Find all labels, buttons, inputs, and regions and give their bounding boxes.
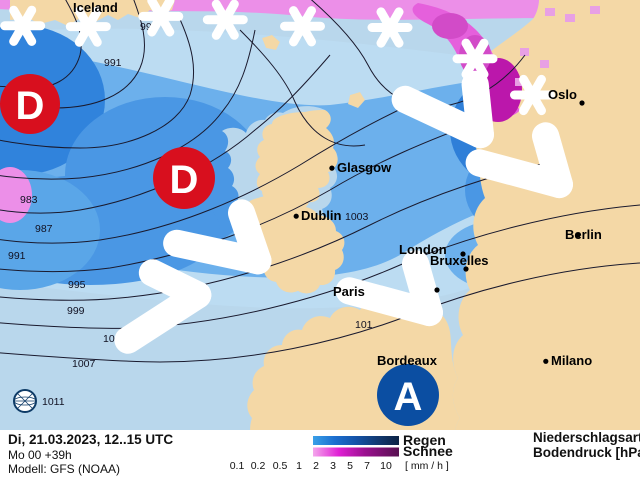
svg-text:1: 1 (296, 460, 302, 472)
svg-text:D: D (170, 158, 199, 202)
svg-text:Oslo: Oslo (548, 87, 577, 102)
svg-text:7: 7 (364, 460, 370, 472)
svg-text:3: 3 (330, 460, 336, 472)
svg-text:987: 987 (35, 223, 53, 235)
svg-text:D: D (16, 84, 45, 128)
svg-text:983: 983 (20, 194, 38, 206)
svg-text:Iceland: Iceland (73, 0, 118, 15)
svg-text:Modell: GFS (NOAA): Modell: GFS (NOAA) (8, 462, 120, 476)
svg-text:Bruxelles: Bruxelles (430, 253, 489, 268)
svg-text:991: 991 (104, 57, 122, 69)
svg-text:Di, 21.03.2023, 12..15 UTC: Di, 21.03.2023, 12..15 UTC (8, 432, 173, 447)
svg-text:Glasgow: Glasgow (337, 160, 392, 175)
svg-text:Schnee: Schnee (403, 443, 453, 459)
svg-text:1007: 1007 (72, 358, 96, 370)
svg-text:10: 10 (380, 460, 392, 472)
svg-text:[ mm / h ]: [ mm / h ] (405, 460, 449, 472)
svg-text:A: A (394, 375, 423, 419)
svg-text:Bordeaux: Bordeaux (377, 353, 438, 368)
svg-text:0.5: 0.5 (273, 460, 288, 472)
svg-text:2: 2 (313, 460, 319, 472)
svg-text:101: 101 (355, 319, 373, 331)
svg-text:995: 995 (68, 279, 86, 291)
svg-text:5: 5 (347, 460, 353, 472)
svg-text:1011: 1011 (42, 396, 65, 408)
svg-text:Milano: Milano (551, 353, 592, 368)
svg-text:Berlin: Berlin (565, 227, 602, 242)
svg-text:Paris: Paris (333, 284, 365, 299)
svg-text:Mo 00 +39h: Mo 00 +39h (8, 448, 72, 462)
svg-text:Dublin: Dublin (301, 208, 341, 223)
svg-text:0.1: 0.1 (230, 460, 245, 472)
svg-text:991: 991 (8, 250, 26, 262)
svg-text:Niederschlagsart: Niederschlagsart (533, 430, 640, 445)
svg-text:0.2: 0.2 (251, 460, 266, 472)
svg-text:1003: 1003 (345, 211, 369, 223)
svg-text:999: 999 (67, 305, 85, 317)
svg-text:Bodendruck [hPa]: Bodendruck [hPa] (533, 445, 640, 460)
